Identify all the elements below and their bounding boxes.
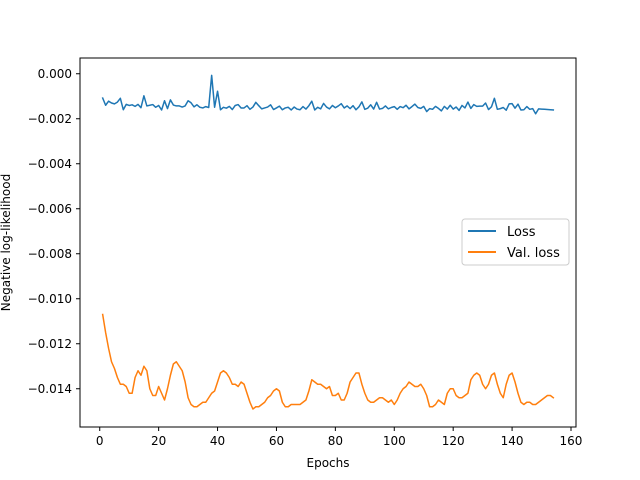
y-tick-label: 0.000 [38,67,72,81]
y-tick-label: −0.010 [28,292,72,306]
series-line-val-loss [101,313,555,410]
y-tick-label: −0.006 [28,202,72,216]
legend: Loss Val. loss [461,218,570,266]
x-tick-label: 20 [151,434,166,448]
series-line-loss [101,74,555,115]
x-tick-label: 100 [383,434,406,448]
x-tick-label: 60 [269,434,284,448]
x-axis-label: Epochs [307,456,350,470]
x-tick-label: 0 [96,434,104,448]
x-tick-label: 140 [501,434,524,448]
series-lines [101,74,555,410]
x-axis: 0 20 40 60 80 100 120 140 160 [96,427,583,448]
y-tick-label: −0.012 [28,337,72,351]
y-axis: 0.000 −0.002 −0.004 −0.006 −0.008 −0.010 −0.01… [28,67,80,396]
y-tick-label: −0.008 [28,247,72,261]
x-tick-label: 40 [210,434,225,448]
legend-label-loss: Loss [507,225,536,240]
y-tick-label: −0.004 [28,157,72,171]
x-tick-label: 120 [442,434,465,448]
x-tick-label: 160 [560,434,583,448]
x-tick-label: 80 [328,434,343,448]
plot-frame [79,57,577,428]
legend-label-val-loss: Val. loss [507,246,560,261]
y-axis-label: Negative log-likelihood [0,174,13,311]
y-tick-label: −0.014 [28,382,72,396]
y-tick-label: −0.002 [28,112,72,126]
